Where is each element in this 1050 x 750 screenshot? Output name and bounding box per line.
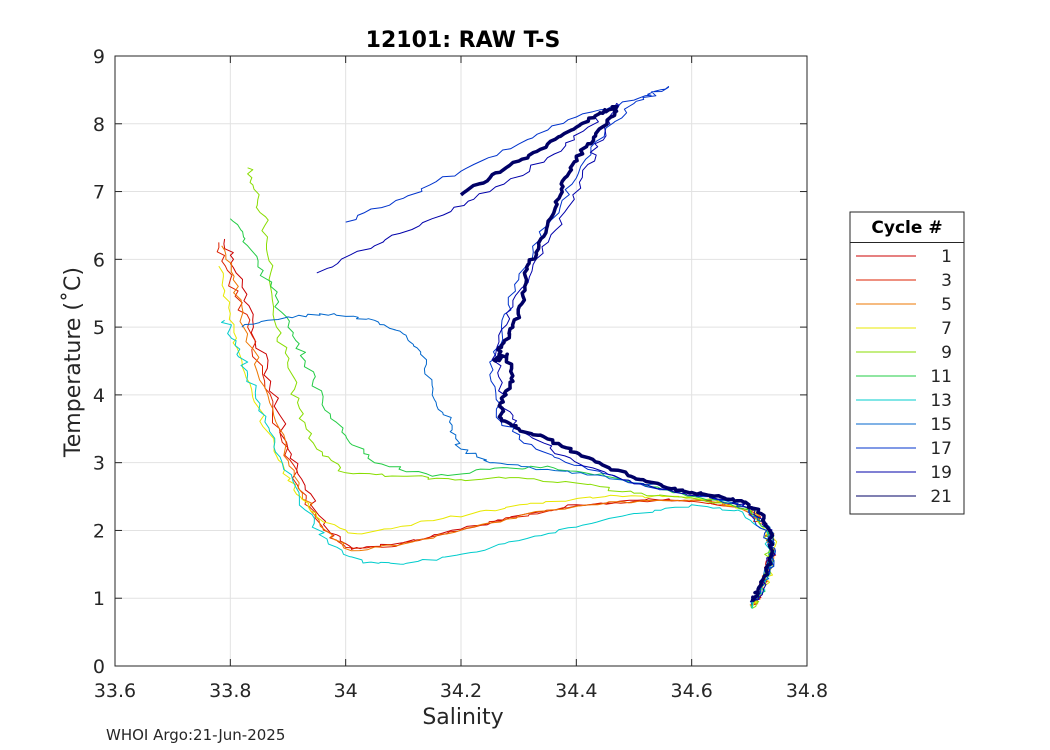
x-tick-label: 33.8	[209, 680, 251, 702]
y-tick-label: 4	[93, 385, 105, 407]
x-tick-label: 34.4	[555, 680, 597, 702]
x-tick-label: 34.2	[440, 680, 482, 702]
x-tick-label: 33.6	[94, 680, 136, 702]
legend-title: Cycle #	[871, 218, 942, 238]
y-tick-label: 2	[93, 520, 105, 542]
legend-label-cycle-15: 15	[930, 415, 952, 435]
legend-label-cycle-5: 5	[941, 295, 952, 315]
series-line-cycle-19	[316, 102, 776, 603]
y-tick-label: 3	[93, 453, 105, 475]
legend-label-cycle-17: 17	[930, 439, 952, 459]
y-tick-label: 1	[93, 588, 105, 610]
legend-label-cycle-7: 7	[941, 319, 952, 339]
legend-label-cycle-1: 1	[941, 247, 952, 267]
legend-label-cycle-3: 3	[941, 271, 952, 291]
legend-label-cycle-21: 21	[930, 487, 952, 507]
y-tick-label: 6	[93, 249, 105, 271]
series-line-cycle-17	[345, 86, 776, 602]
y-tick-label: 8	[93, 114, 105, 136]
legend-label-cycle-9: 9	[941, 343, 952, 363]
series-line-cycle-21	[459, 104, 775, 603]
y-tick-label: 9	[93, 46, 105, 68]
x-axis-label: Salinity	[422, 705, 503, 730]
x-tick-label: 34	[334, 680, 358, 702]
y-tick-label: 5	[93, 317, 105, 339]
y-axis-label: Temperature (˚C)	[61, 267, 86, 458]
x-tick-label: 34.6	[671, 680, 713, 702]
y-tick-label: 7	[93, 182, 105, 204]
legend-label-cycle-13: 13	[930, 391, 952, 411]
chart-title: 12101: RAW T-S	[366, 28, 561, 53]
y-tick-label: 0	[93, 656, 105, 678]
legend-label-cycle-11: 11	[930, 367, 952, 387]
footer-source-date: WHOI Argo:21-Jun-2025	[106, 726, 286, 744]
x-tick-label: 34.8	[786, 680, 828, 702]
legend-label-cycle-19: 19	[930, 463, 952, 483]
legend-box	[849, 211, 965, 515]
